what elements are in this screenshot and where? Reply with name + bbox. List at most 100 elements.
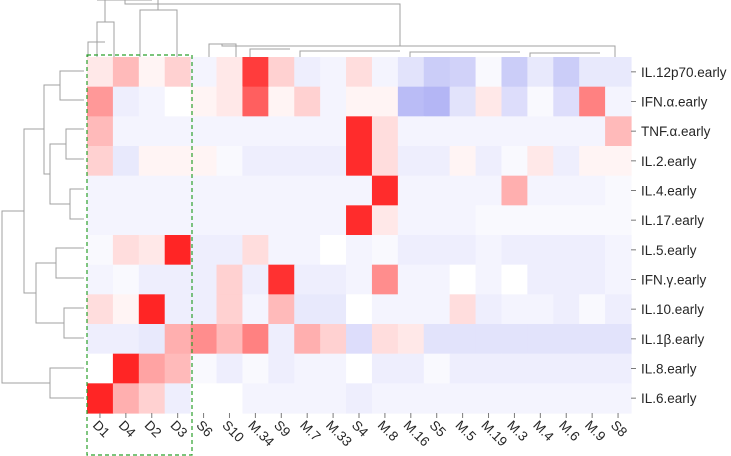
heatmap-cell bbox=[138, 353, 166, 384]
heatmap-cell bbox=[475, 235, 503, 266]
heatmap-cell bbox=[138, 57, 166, 88]
heatmap-cell bbox=[423, 235, 451, 266]
heatmap-cell bbox=[216, 353, 244, 384]
heatmap-cell bbox=[423, 175, 451, 206]
heatmap-cell bbox=[190, 235, 218, 266]
heatmap-cell bbox=[605, 353, 632, 384]
heatmap-cell bbox=[579, 294, 606, 325]
heatmap-cell bbox=[138, 175, 166, 206]
heatmap-cell bbox=[190, 264, 218, 295]
heatmap-cell bbox=[579, 264, 606, 295]
heatmap-cell bbox=[242, 353, 269, 384]
row-label: IL.5.early bbox=[641, 243, 697, 258]
heatmap-cell bbox=[579, 146, 606, 177]
heatmap-cell bbox=[527, 353, 554, 384]
heatmap-cell bbox=[423, 294, 451, 325]
heatmap-cell bbox=[112, 116, 140, 147]
heatmap-cell bbox=[216, 57, 244, 88]
heatmap-cell bbox=[579, 116, 606, 147]
heatmap-cell bbox=[397, 146, 425, 177]
heatmap-cell bbox=[112, 353, 140, 384]
row-labels: IL.12p70.early IFN.α.early TNF.α.early IL.2… bbox=[631, 65, 727, 406]
row-label: IL.1β.early bbox=[641, 332, 705, 347]
highlight-box bbox=[86, 54, 193, 456]
heatmap-cell bbox=[216, 175, 244, 206]
heatmap-cell bbox=[87, 353, 114, 384]
heatmap-cell bbox=[501, 383, 528, 414]
heatmap-cell bbox=[164, 264, 192, 295]
heatmap-cell bbox=[268, 205, 295, 236]
heatmap-cell bbox=[294, 146, 321, 177]
heatmap-cell bbox=[112, 86, 140, 117]
heatmap-cell bbox=[475, 57, 503, 88]
heatmap-cell bbox=[423, 264, 451, 295]
heatmap-cell bbox=[164, 146, 192, 177]
heatmap-cell bbox=[87, 235, 114, 266]
heatmap-cell bbox=[605, 235, 632, 266]
heatmap-cell bbox=[164, 353, 192, 384]
heatmap-cell bbox=[579, 57, 606, 88]
heatmap-cell bbox=[553, 383, 580, 414]
row-label: IL.4.early bbox=[641, 184, 697, 199]
row-label: IL.8.early bbox=[641, 362, 697, 377]
heatmap-cell bbox=[216, 324, 244, 355]
column-label: D1 bbox=[90, 418, 113, 441]
heatmap-cell bbox=[268, 175, 295, 206]
column-dendrogram bbox=[87, 0, 616, 57]
column-label: D4 bbox=[116, 418, 139, 441]
heatmap-cell bbox=[268, 264, 295, 295]
heatmap-cell bbox=[501, 86, 528, 117]
column-label: M.34 bbox=[245, 418, 277, 450]
heatmap-cell bbox=[397, 57, 425, 88]
heatmap-cell bbox=[346, 116, 373, 147]
heatmap-cell bbox=[527, 57, 554, 88]
heatmap-cell bbox=[320, 57, 347, 88]
heatmap-cell bbox=[501, 353, 528, 384]
heatmap-cell bbox=[579, 86, 606, 117]
heatmap-cell bbox=[527, 175, 554, 206]
heatmap-cell bbox=[475, 116, 503, 147]
heatmap-cell bbox=[320, 353, 347, 384]
heatmap-cell bbox=[423, 205, 451, 236]
heatmap-cell bbox=[112, 205, 140, 236]
heatmap-cell bbox=[501, 264, 528, 295]
heatmap-cell bbox=[112, 57, 140, 88]
heatmap-cell bbox=[320, 116, 347, 147]
column-label: M.5 bbox=[452, 418, 479, 445]
heatmap-cell bbox=[87, 146, 114, 177]
heatmap-cell bbox=[320, 294, 347, 325]
heatmap-cell bbox=[138, 383, 166, 414]
heatmap-cell bbox=[449, 324, 477, 355]
heatmap-cell bbox=[112, 175, 140, 206]
heatmap-cell bbox=[87, 294, 114, 325]
heatmap-cell bbox=[112, 383, 140, 414]
heatmap-cell bbox=[605, 324, 632, 355]
heatmap-cell bbox=[268, 86, 295, 117]
heatmap-cell bbox=[501, 294, 528, 325]
heatmap-cell bbox=[216, 383, 244, 414]
heatmap-cell bbox=[371, 116, 399, 147]
heatmap-cell bbox=[423, 353, 451, 384]
heatmap-cell bbox=[294, 86, 321, 117]
heatmap-cell bbox=[294, 57, 321, 88]
heatmap-cell bbox=[294, 294, 321, 325]
heatmap-cell bbox=[553, 205, 580, 236]
heatmap-cell bbox=[346, 146, 373, 177]
heatmap-cell bbox=[190, 116, 218, 147]
heatmap-cell bbox=[190, 294, 218, 325]
heatmap-cell bbox=[553, 264, 580, 295]
heatmap-cell bbox=[346, 86, 373, 117]
heatmap-cell bbox=[579, 235, 606, 266]
heatmap-cell bbox=[242, 264, 269, 295]
heatmap-cell bbox=[320, 235, 347, 266]
heatmap-cell bbox=[87, 383, 114, 414]
heatmap-cell bbox=[346, 175, 373, 206]
heatmap-cell bbox=[216, 294, 244, 325]
heatmap-cell bbox=[475, 264, 503, 295]
heatmap-cell bbox=[423, 146, 451, 177]
heatmap-cell bbox=[190, 383, 218, 414]
column-label: M.19 bbox=[478, 418, 510, 450]
heatmap-cell bbox=[164, 57, 192, 88]
heatmap-cell bbox=[138, 294, 166, 325]
